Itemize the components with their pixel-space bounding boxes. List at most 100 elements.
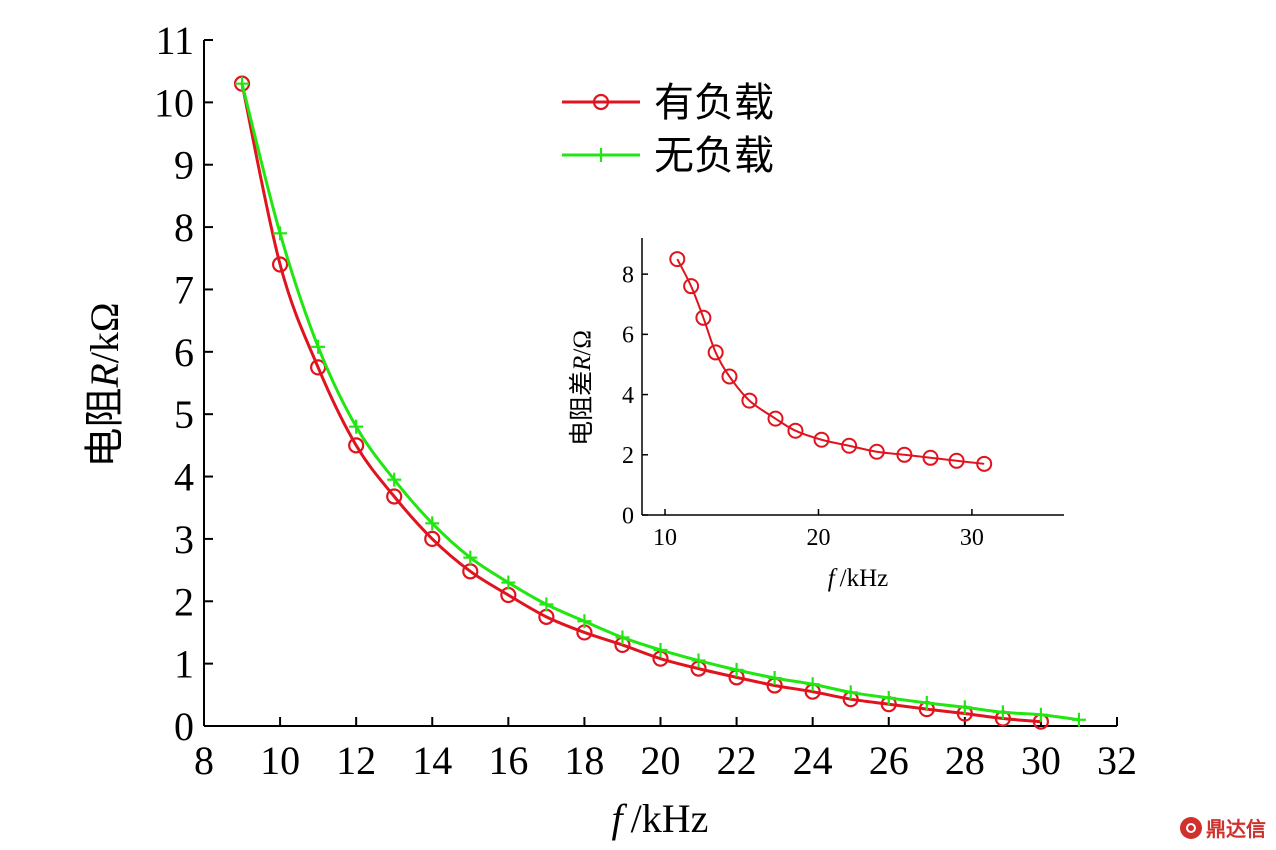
series-1-point [425, 516, 440, 531]
series-1-point [691, 653, 706, 668]
legend-label: 有负载 [654, 80, 774, 125]
inset-y-tick-label: 0 [622, 503, 634, 529]
inset-series-0-point [841, 437, 858, 454]
x-tick-label: 16 [488, 738, 528, 783]
inset-y-tick-label: 8 [622, 263, 634, 289]
watermark-logo-icon [1180, 816, 1202, 839]
series-1-point [273, 226, 288, 241]
inset-series-0-point [868, 443, 885, 460]
inset-y-axis-label-var: R [569, 356, 596, 372]
inset-series-0-point [922, 449, 939, 466]
inset-x-tick-label: 30 [960, 525, 984, 551]
inset-x-axis-label: f/kHz [828, 565, 889, 592]
series-1-point [729, 662, 744, 677]
inset-plot: 10 20 30 0 2 4 6 8 f/kHz 电阻差R/Ω [568, 238, 1064, 592]
main-plot: 8 10 12 14 16 18 20 22 24 26 28 30 3201234567891011f… [82, 18, 1137, 841]
inset-x-tick-label: 20 [806, 525, 830, 551]
y-axis-label-var: R [82, 363, 127, 388]
y-axis-label-unit: /kΩ [82, 302, 127, 363]
series-1-point [653, 642, 668, 657]
series-1-point [957, 700, 972, 715]
series-1-point [615, 630, 630, 645]
y-axis-label: 电阻R/kΩ [82, 302, 127, 467]
inset-series-0-point [683, 278, 700, 295]
y-tick-label: 0 [174, 704, 194, 749]
x-axis-label: f/kHz [612, 796, 709, 841]
y-tick-label: 4 [174, 455, 194, 500]
y-axis-label-text: 电阻 [82, 388, 127, 468]
series-1-point [1033, 707, 1048, 722]
inset-x-tick-label: 10 [653, 525, 677, 551]
x-tick-label: 26 [869, 738, 909, 783]
series-1-point [881, 690, 896, 705]
inset-series-0-point [695, 309, 712, 326]
y-tick-label: 2 [174, 579, 194, 624]
series-1-point [349, 419, 364, 434]
inset-series-0-point [741, 392, 758, 409]
series-line-1 [240, 83, 1080, 722]
y-tick-label: 1 [174, 642, 194, 687]
x-tick-label: 28 [945, 738, 985, 783]
series-1-point [539, 597, 554, 612]
series-1-point [995, 705, 1010, 720]
x-tick-label: 20 [641, 738, 681, 783]
series-1-point [1071, 712, 1086, 727]
legend-label: 无负载 [654, 133, 774, 178]
x-tick-label: 32 [1097, 738, 1137, 783]
inset-series-0-point [976, 455, 993, 472]
series-0-point [424, 530, 441, 548]
inset-series-0-point [787, 422, 804, 439]
y-tick-label: 10 [154, 80, 194, 125]
inset-series-line-0 [676, 258, 985, 465]
inset-series-0-point [767, 410, 784, 427]
x-axis-label-unit: /kHz [631, 796, 709, 841]
x-tick-label: 10 [260, 738, 300, 783]
series-1-point [919, 695, 934, 710]
inset-y-tick-label: 2 [622, 443, 634, 469]
legend-item-0: 有负载 [562, 80, 774, 125]
inset-y-axis-label-unit: /Ω [569, 330, 596, 356]
inset-series-0-point [721, 368, 738, 385]
series-1-point [767, 670, 782, 685]
legend-item-1: 无负载 [562, 133, 774, 178]
inset-x-axis-label-var: f [828, 565, 838, 592]
legend-marker [592, 93, 610, 111]
y-tick-label: 5 [174, 392, 194, 437]
inset-y-axis-label-text: 电阻差 [568, 371, 596, 446]
inset-y-tick-label: 4 [622, 383, 634, 409]
x-tick-label: 24 [793, 738, 833, 783]
x-tick-label: 22 [717, 738, 757, 783]
x-tick-label: 18 [564, 738, 604, 783]
series-1-point [577, 614, 592, 629]
series-1-point [843, 685, 858, 700]
inset-series-0-point [896, 446, 913, 463]
y-tick-label: 11 [155, 18, 194, 63]
y-tick-label: 9 [174, 143, 194, 188]
series-1-point [387, 472, 402, 487]
x-axis-label-var: f [612, 796, 628, 841]
inset-series-0-point [813, 431, 830, 448]
inset-y-tick-label: 6 [622, 323, 634, 349]
y-tick-label: 6 [174, 330, 194, 375]
x-tick-label: 12 [336, 738, 376, 783]
series-1-point [463, 550, 478, 565]
series-1-point [805, 677, 820, 692]
series-1-point [235, 76, 250, 91]
series-0-point [348, 437, 365, 454]
inset-series-0-point [948, 452, 965, 469]
y-tick-label: 3 [174, 517, 194, 562]
watermark: 鼎达信 [1180, 813, 1266, 842]
inset-x-axis-label-unit: /kHz [840, 565, 889, 592]
series-line-0 [240, 83, 1042, 724]
y-tick-label: 8 [174, 205, 194, 250]
inset-series-0-point [707, 344, 724, 361]
watermark-text: 鼎达信 [1206, 817, 1266, 841]
series-1-point [501, 575, 516, 590]
y-tick-label: 7 [174, 267, 194, 312]
series-0-point [386, 488, 403, 505]
x-tick-label: 30 [1021, 738, 1061, 783]
inset-y-axis-label: 电阻差R/Ω [568, 330, 596, 446]
series-1-point [311, 339, 326, 354]
series-0-point [271, 256, 289, 273]
